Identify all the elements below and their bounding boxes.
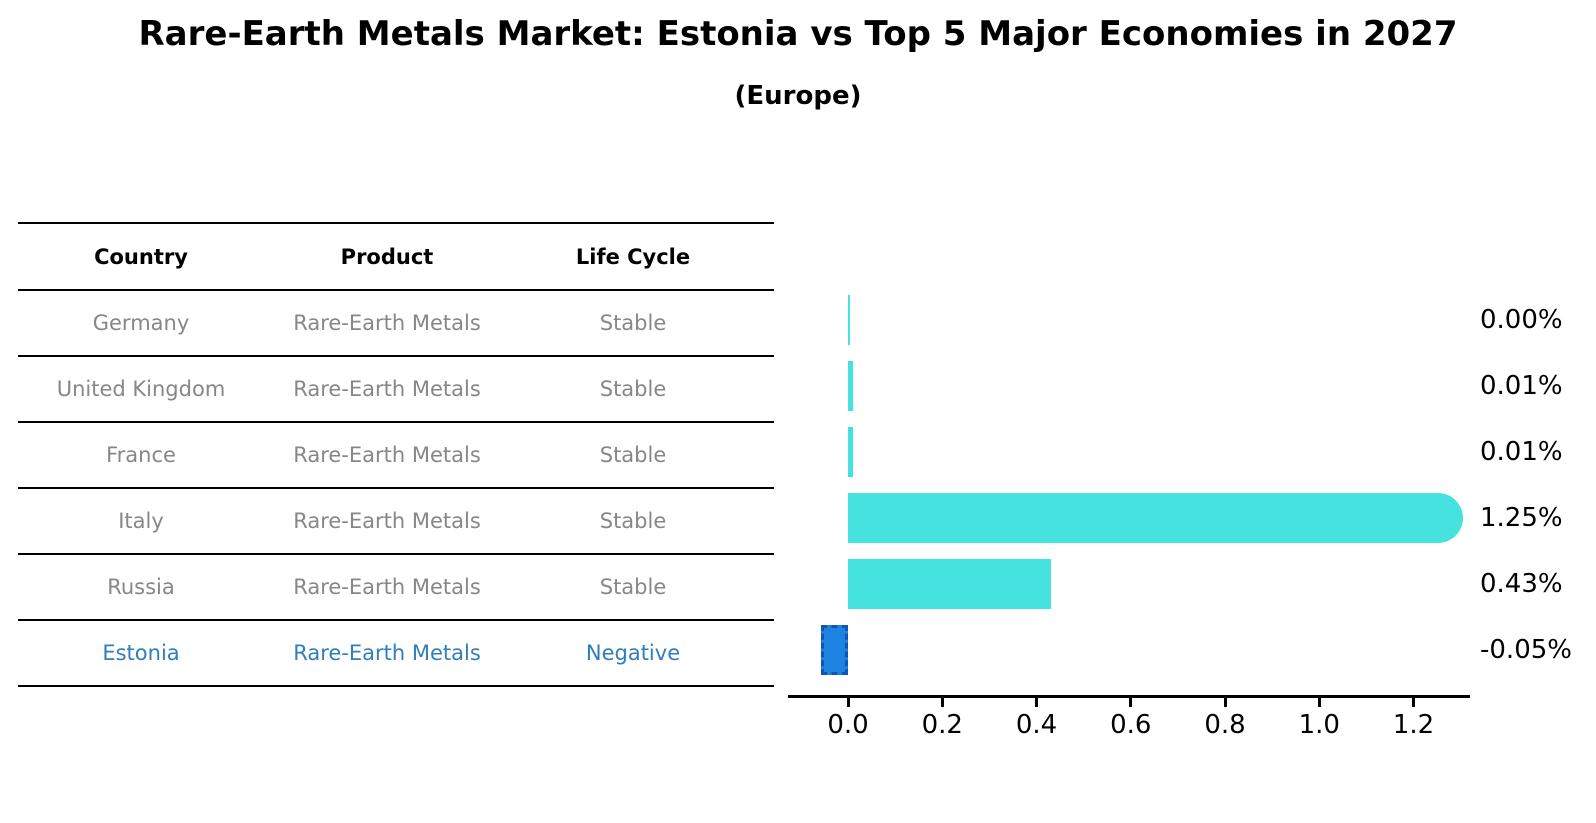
table-header-row: Country Product Life Cycle xyxy=(18,224,774,291)
table-row-germany: Germany Rare-Earth Metals Stable xyxy=(18,291,774,357)
cell-product: Rare-Earth Metals xyxy=(293,443,481,467)
page-subtitle: (Europe) xyxy=(734,81,862,111)
bar-germany xyxy=(848,295,850,345)
table-row-estonia: Estonia Rare-Earth Metals Negative xyxy=(18,621,774,687)
cell-country: Germany xyxy=(92,311,190,335)
cell-life-cycle: Stable xyxy=(599,377,667,401)
value-label-russia: 0.43% xyxy=(1480,569,1563,599)
cell-life-cycle: Stable xyxy=(599,311,667,335)
cell-country: France xyxy=(106,443,176,467)
table-row-russia: Russia Rare-Earth Metals Stable xyxy=(18,555,774,621)
x-tick-label-0.4: 0.4 xyxy=(1015,710,1058,740)
x-tick-label-1.2: 1.2 xyxy=(1392,710,1435,740)
value-label-france: 0.01% xyxy=(1480,437,1563,467)
x-tick-label-0.6: 0.6 xyxy=(1110,710,1152,740)
bar-russia xyxy=(848,559,1051,609)
x-tick-mark-1.0 xyxy=(1317,697,1321,707)
cell-product: Rare-Earth Metals xyxy=(293,575,481,599)
x-tick-label-0.0: 0.0 xyxy=(827,710,869,740)
cell-country: Italy xyxy=(118,509,164,533)
country-table: Country Product Life Cycle Germany Rare-Eart… xyxy=(18,222,774,687)
x-axis-line xyxy=(788,695,1470,698)
value-label-united-kingdom: 0.01% xyxy=(1480,371,1563,401)
cell-product: Rare-Earth Metals xyxy=(293,641,481,665)
table-header-life-cycle: Life Cycle xyxy=(575,244,691,269)
table-header-country: Country xyxy=(94,244,188,269)
x-tick-mark-0.6 xyxy=(1129,697,1133,707)
table-row-italy: Italy Rare-Earth Metals Stable xyxy=(18,489,774,555)
table-row-france: France Rare-Earth Metals Stable xyxy=(18,423,774,489)
cell-country: United Kingdom xyxy=(56,377,226,401)
x-tick-mark-1.2 xyxy=(1412,697,1416,707)
table-header-product: Product xyxy=(340,244,434,269)
cell-life-cycle: Stable xyxy=(599,509,667,533)
x-tick-label-0.2: 0.2 xyxy=(921,710,963,740)
value-label-germany: 0.00% xyxy=(1480,305,1563,335)
page-title: Rare-Earth Metals Market: Estonia vs Top… xyxy=(138,14,1458,54)
bar-united-kingdom xyxy=(848,361,853,411)
cell-product: Rare-Earth Metals xyxy=(293,311,481,335)
x-tick-label-1.0: 1.0 xyxy=(1298,710,1340,740)
cell-country: Russia xyxy=(107,575,175,599)
x-tick-mark-0.2 xyxy=(940,697,944,707)
table-row-united-kingdom: United Kingdom Rare-Earth Metals Stable xyxy=(18,357,774,423)
cell-product: Rare-Earth Metals xyxy=(293,377,481,401)
x-tick-mark-0.8 xyxy=(1223,697,1227,707)
bar-italy xyxy=(848,493,1464,543)
value-label-estonia: -0.05% xyxy=(1480,635,1572,665)
cell-life-cycle: Negative xyxy=(585,641,681,665)
x-tick-mark-0.0 xyxy=(846,697,850,707)
cell-country: Estonia xyxy=(102,641,180,665)
x-tick-label-0.8: 0.8 xyxy=(1204,710,1246,740)
bar-estonia xyxy=(821,625,848,675)
cell-life-cycle: Stable xyxy=(599,575,667,599)
value-label-italy: 1.25% xyxy=(1480,503,1563,533)
x-tick-mark-0.4 xyxy=(1035,697,1039,707)
cell-product: Rare-Earth Metals xyxy=(293,509,481,533)
cell-life-cycle: Stable xyxy=(599,443,667,467)
bar-france xyxy=(848,427,853,477)
